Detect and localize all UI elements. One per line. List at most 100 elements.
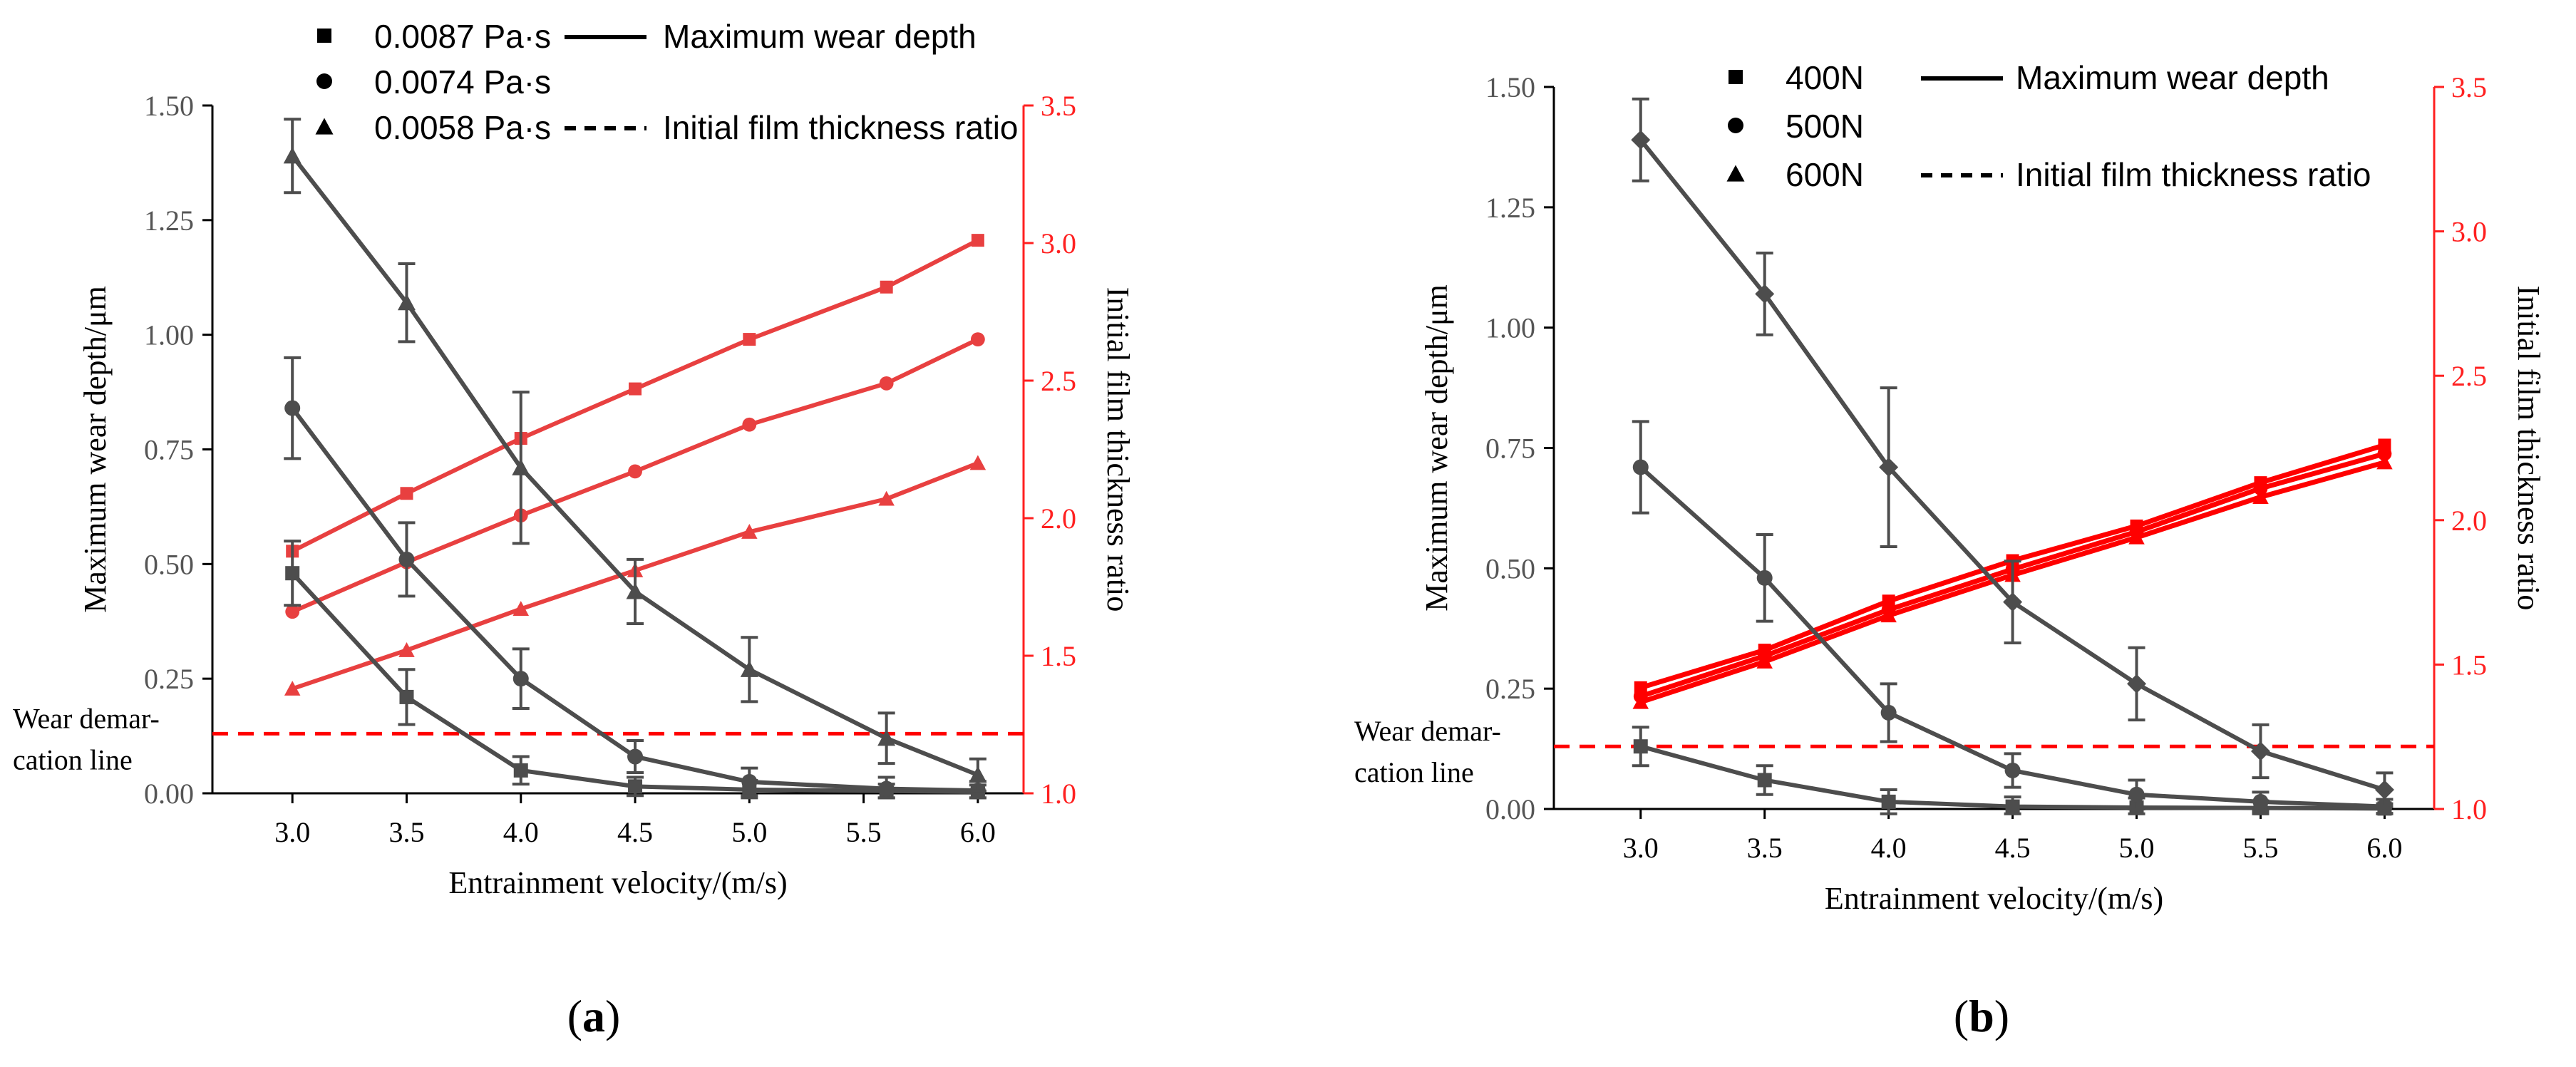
wear-point [969, 766, 987, 783]
legend-entry-label: 0.0058 Pa·s [374, 109, 551, 146]
film-point [879, 376, 894, 391]
y-right-tick-label: 2.0 [1041, 502, 1076, 535]
x-tick-label: 6.0 [2366, 832, 2402, 864]
wear-point [2127, 674, 2147, 694]
y-right-tick-label: 2.0 [2451, 505, 2487, 537]
y-left-tick-label: 0.50 [1485, 552, 1535, 584]
film-point [629, 382, 642, 396]
legend-marker-circle [316, 73, 332, 89]
wear-point [512, 458, 530, 475]
y-left-tick-label: 1.50 [1485, 71, 1535, 103]
y-right-tick-label: 1.5 [2451, 649, 2487, 681]
x-tick-label: 6.0 [960, 816, 996, 848]
wear-point [399, 689, 414, 704]
chart-panel-a: 3.0 3.5 4.0 4.5 5.0 5.5 6.0 0.00 0.25 0.50 0.75 1.0… [13, 18, 1135, 1041]
y-left-tick-label: 1.50 [144, 90, 194, 122]
wear-point [878, 780, 895, 797]
y-axis-right-label: Initial film thickness ratio [2511, 286, 2546, 611]
film-point [1756, 654, 1773, 669]
y-left-tick-label: 0.75 [144, 434, 194, 466]
y-right-tick-label: 3.0 [1041, 227, 1076, 259]
legend-line-label: Maximum wear depth [663, 18, 977, 55]
wear-point [512, 671, 529, 687]
film-point [970, 332, 985, 346]
film-point [2252, 489, 2269, 504]
legend-entry-label: 0.0087 Pa·s [374, 18, 551, 55]
wear-point [1755, 284, 1775, 304]
panel-label: (b) [1954, 991, 2009, 1041]
panel-label: (a) [567, 991, 621, 1041]
film-point [880, 280, 893, 294]
film-point [743, 333, 756, 346]
legend-entry-label: 400N [1786, 59, 1864, 96]
film-point [1880, 607, 1897, 623]
y-right-tick-label: 1.0 [2451, 793, 2487, 825]
demarcation-label-line1: Wear demar- [1354, 715, 1501, 747]
film-point [741, 524, 758, 539]
y-left-tick-label: 0.50 [144, 548, 194, 580]
x-tick-label: 3.5 [1747, 832, 1783, 864]
wear-point [1756, 569, 1773, 586]
film-point [398, 642, 415, 657]
wear-point [1881, 794, 1896, 809]
wear-point [2250, 741, 2270, 761]
x-tick-label: 4.5 [1995, 832, 2031, 864]
legend-marker-circle [1728, 118, 1743, 133]
wear-point [285, 566, 300, 581]
film-point [742, 417, 757, 432]
x-tick-label: 4.0 [503, 816, 539, 848]
wear-point [1880, 704, 1897, 721]
legend-line-label: Initial film thickness ratio [2016, 156, 2371, 193]
wear-point [2128, 786, 2145, 803]
legend-marker-triangle [315, 118, 334, 135]
y-right-tick-label: 2.5 [2451, 360, 2487, 392]
legend-entry-label: 600N [1786, 156, 1864, 193]
x-axis-label: Entrainment velocity/(m/s) [448, 865, 787, 900]
film-point [969, 455, 986, 470]
wear-point [513, 763, 528, 778]
y-left-tick-label: 1.25 [1485, 192, 1535, 224]
y-right-tick-label: 1.0 [1041, 778, 1076, 810]
film-point [400, 487, 413, 500]
legend-line-label: Initial film thickness ratio [663, 109, 1019, 146]
film-point [2253, 481, 2268, 496]
wear-point [397, 294, 416, 311]
wear-point [740, 660, 758, 677]
wear-point [626, 582, 644, 599]
x-tick-label: 5.0 [731, 816, 767, 848]
y-left-tick-label: 1.00 [144, 319, 194, 351]
x-tick-label: 4.0 [1871, 832, 1907, 864]
x-tick-label: 4.5 [617, 816, 653, 848]
legend-entry-label: 0.0074 Pa·s [374, 63, 551, 100]
y-axis-right-label: Initial film thickness ratio [1101, 287, 1135, 612]
wear-point [398, 551, 415, 567]
y-left-tick-label: 0.25 [1485, 673, 1535, 705]
legend-marker-square [1729, 70, 1743, 84]
y-right-tick-label: 1.5 [1041, 640, 1076, 672]
y-right-tick-label: 2.5 [1041, 365, 1076, 397]
legend-marker-square [317, 29, 331, 43]
film-point [878, 490, 895, 506]
wear-point [1631, 130, 1651, 150]
y-left-tick-label: 1.00 [1485, 312, 1535, 344]
wear-point [877, 729, 896, 746]
chart-panel-b: 3.0 3.5 4.0 4.5 5.0 5.5 6.0 0.00 0.25 0.50 0.75 1.0… [1354, 59, 2546, 1041]
wear-point [2004, 762, 2021, 778]
legend-marker-triangle [1726, 165, 1745, 182]
wear-point [741, 773, 758, 790]
film-point [971, 234, 984, 247]
wear-point [1632, 459, 1649, 475]
wear-point [283, 147, 302, 164]
legend-line-label: Maximum wear depth [2016, 59, 2329, 96]
wear-point [1879, 458, 1899, 478]
legend-entry-label: 500N [1786, 108, 1864, 145]
demarcation-label-line2: cation line [13, 743, 133, 775]
y-right-tick-label: 3.0 [2451, 216, 2487, 248]
x-tick-label: 5.0 [2119, 832, 2155, 864]
y-left-tick-label: 0.25 [144, 663, 194, 695]
wear-point [628, 779, 643, 794]
wear-point [2003, 592, 2023, 612]
film-point [2128, 529, 2145, 545]
film-point [1632, 694, 1649, 709]
